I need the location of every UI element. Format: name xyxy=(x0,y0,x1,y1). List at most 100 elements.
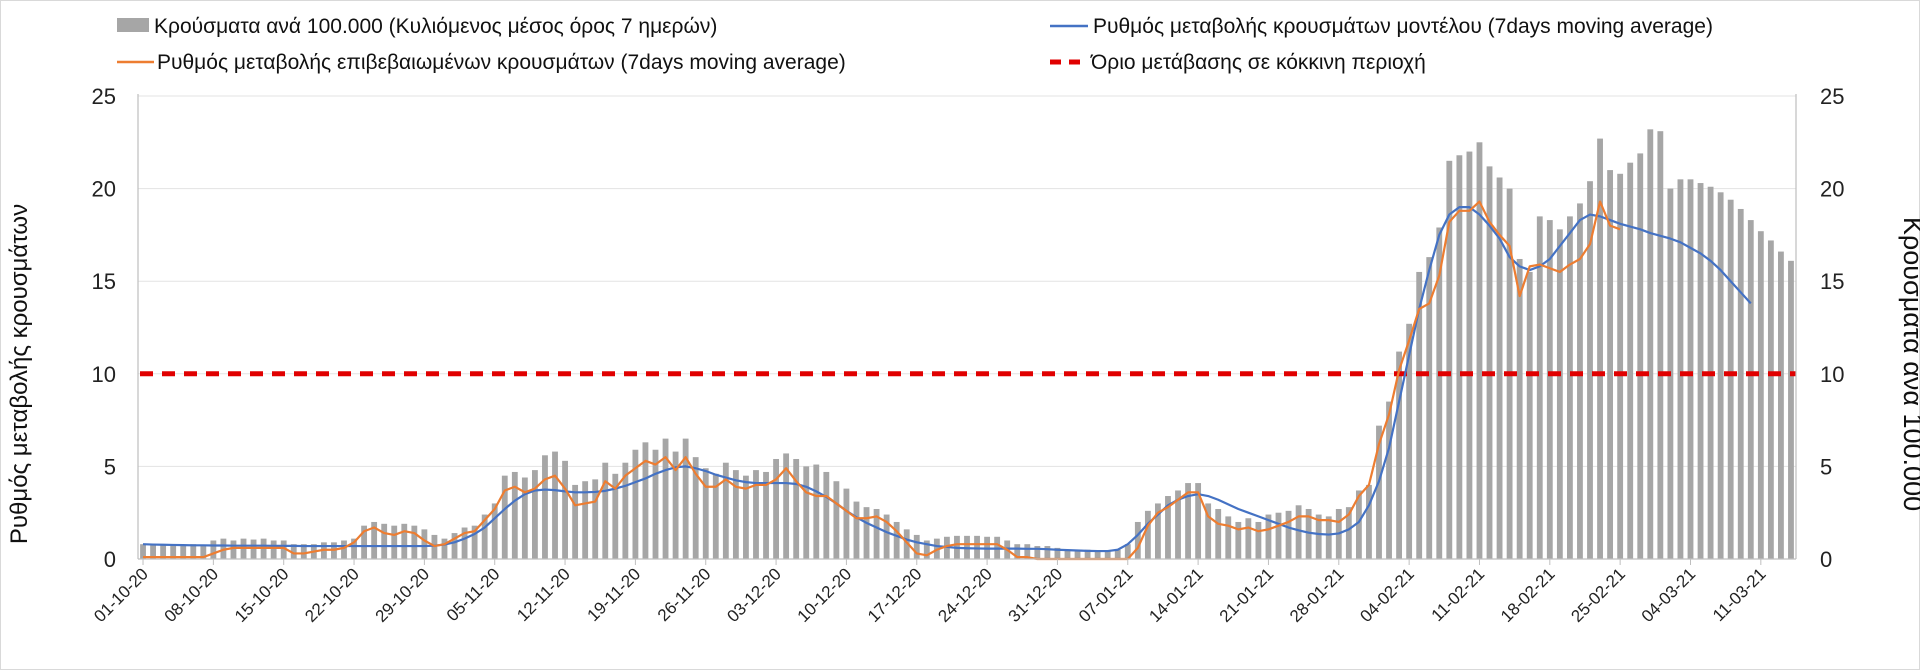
lines-series xyxy=(142,200,1752,561)
bar xyxy=(722,462,729,559)
bar xyxy=(300,544,307,559)
bar xyxy=(903,529,910,559)
legend-threshold-label: Όριο μετάβασης σε κόκκινη περιοχή xyxy=(1090,51,1426,74)
bar xyxy=(662,438,669,559)
bar xyxy=(1496,177,1503,559)
bar xyxy=(1315,514,1322,559)
bar xyxy=(421,529,428,559)
bar xyxy=(150,545,156,559)
bar xyxy=(793,458,800,559)
bar xyxy=(1697,183,1704,559)
bar xyxy=(441,538,448,559)
bar xyxy=(481,514,488,559)
y-ticks-left: 0 5 10 15 20 25 xyxy=(92,84,116,572)
bar xyxy=(1396,351,1402,559)
bar xyxy=(753,470,759,559)
y-tick-right: 0 xyxy=(1820,547,1832,572)
y-tick-right: 20 xyxy=(1820,177,1844,202)
bar xyxy=(1044,546,1051,559)
bar xyxy=(582,481,589,559)
bar xyxy=(893,521,900,559)
bar xyxy=(1155,503,1161,559)
bar xyxy=(170,544,177,559)
bar xyxy=(401,523,408,559)
bar xyxy=(1587,181,1593,559)
y-axis-title-left: Ρυθμός μεταβολής κρουσμάτων xyxy=(6,204,33,544)
bar xyxy=(1064,549,1071,559)
bar xyxy=(1647,129,1654,559)
bar xyxy=(1536,216,1543,559)
bar xyxy=(1114,549,1121,559)
bar xyxy=(471,525,478,559)
bar xyxy=(1024,544,1031,559)
y-tick-right: 15 xyxy=(1820,269,1844,294)
y-tick-left: 5 xyxy=(104,454,116,479)
bar xyxy=(501,475,508,559)
bar xyxy=(612,473,619,559)
bar xyxy=(1124,544,1131,559)
bar xyxy=(1144,510,1151,559)
bar xyxy=(773,458,779,559)
bar xyxy=(542,455,548,559)
bar xyxy=(763,471,769,559)
bar xyxy=(1476,142,1483,560)
bar xyxy=(913,534,920,559)
bar xyxy=(743,475,749,559)
bar xyxy=(1687,179,1694,559)
y-tick-left: 10 xyxy=(92,362,116,387)
bar xyxy=(883,514,890,559)
bar xyxy=(1757,231,1764,560)
bar xyxy=(552,451,558,559)
bar xyxy=(803,466,810,559)
bar xyxy=(1245,518,1252,559)
confirmed-line xyxy=(143,200,1621,561)
bar xyxy=(622,462,629,559)
bar xyxy=(1215,508,1222,559)
bar xyxy=(1607,170,1614,559)
bar xyxy=(1295,505,1302,559)
bar xyxy=(1677,179,1684,559)
bar xyxy=(270,540,277,559)
bar xyxy=(1617,173,1624,559)
legend-bars-label: Κρούσματα ανά 100.000 (Κυλιόμενος μέσος … xyxy=(154,15,717,38)
bar xyxy=(1637,153,1644,560)
y-tick-left: 25 xyxy=(92,84,116,109)
bar xyxy=(381,523,388,559)
bar xyxy=(140,544,146,559)
y-tick-right: 25 xyxy=(1820,84,1844,109)
bar xyxy=(572,484,579,559)
bar xyxy=(230,540,237,559)
bar xyxy=(1747,220,1754,560)
bar xyxy=(371,521,378,559)
bar xyxy=(1406,323,1413,559)
bar xyxy=(1235,521,1242,559)
bar xyxy=(1416,271,1423,559)
bar xyxy=(1165,496,1171,559)
bar xyxy=(692,457,699,559)
bar xyxy=(1737,208,1744,560)
bar xyxy=(1275,512,1282,559)
bar xyxy=(532,470,538,559)
bar xyxy=(1054,547,1061,559)
bar xyxy=(1778,251,1784,559)
y-tick-right: 5 xyxy=(1820,454,1832,479)
y-axis-title-right: Κρούσματα ανά 100.000 xyxy=(1898,217,1920,511)
bar xyxy=(451,533,458,559)
bar xyxy=(1386,401,1392,559)
bar xyxy=(1366,484,1372,559)
bar xyxy=(1185,483,1191,559)
bar xyxy=(1034,546,1041,559)
bar xyxy=(853,501,860,559)
bar xyxy=(1195,483,1202,559)
bar xyxy=(1355,490,1362,559)
legend-confirmed-label: Ρυθμός μεταβολής επιβεβαιωμένων κρουσμάτ… xyxy=(157,51,846,74)
bar xyxy=(672,451,679,559)
bar xyxy=(1265,514,1272,559)
bar xyxy=(1074,549,1081,559)
bar xyxy=(1376,425,1382,559)
bar xyxy=(1285,510,1292,559)
bar xyxy=(1134,521,1141,559)
bar xyxy=(1627,162,1634,559)
bar xyxy=(361,525,368,559)
